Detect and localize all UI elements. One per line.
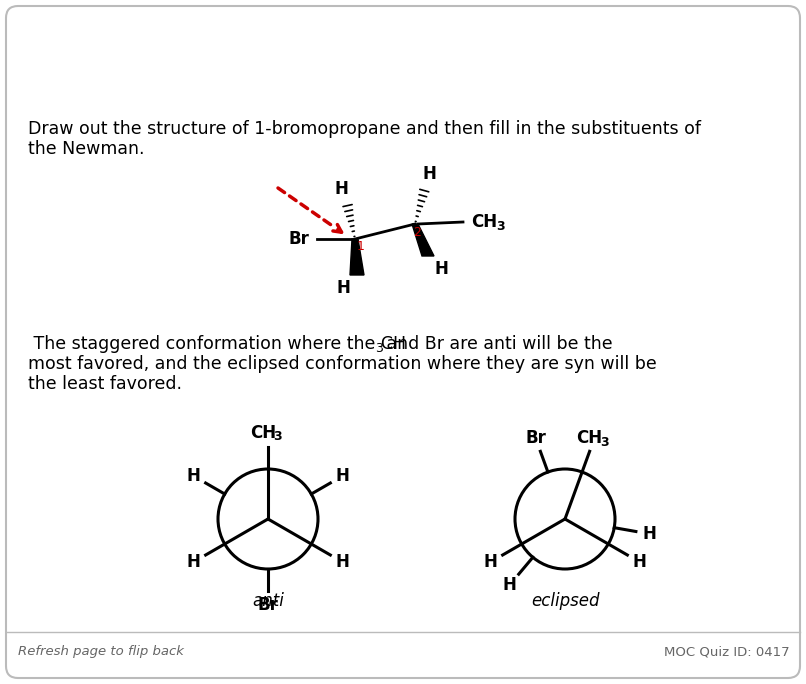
Text: Br: Br — [289, 230, 310, 248]
Text: 3: 3 — [496, 220, 505, 233]
Text: H: H — [434, 260, 448, 278]
Text: Br: Br — [258, 596, 278, 614]
Text: The staggered conformation where the CH: The staggered conformation where the CH — [28, 335, 406, 353]
Text: H: H — [642, 525, 657, 543]
Text: H: H — [335, 467, 350, 485]
Text: 1: 1 — [357, 241, 365, 254]
Text: CH: CH — [576, 429, 602, 447]
Text: Refresh page to flip back: Refresh page to flip back — [18, 646, 184, 659]
Text: the Newman.: the Newman. — [28, 140, 144, 158]
Text: H: H — [484, 553, 497, 571]
Text: Draw out the structure of 1-bromopropane and then fill in the substituents of: Draw out the structure of 1-bromopropane… — [28, 120, 701, 138]
Text: 3: 3 — [375, 343, 383, 356]
Text: H: H — [334, 180, 348, 198]
Text: 3: 3 — [274, 430, 282, 443]
Text: CH: CH — [250, 424, 276, 442]
Text: H: H — [336, 279, 350, 297]
Text: 3: 3 — [600, 436, 609, 449]
Text: CH: CH — [471, 213, 497, 231]
Polygon shape — [350, 239, 364, 275]
Polygon shape — [412, 224, 434, 256]
Text: Br: Br — [526, 429, 546, 447]
Text: eclipsed: eclipsed — [530, 592, 599, 610]
Text: H: H — [186, 467, 201, 485]
FancyBboxPatch shape — [6, 6, 800, 678]
Text: MOC Quiz ID: 0417: MOC Quiz ID: 0417 — [664, 646, 790, 659]
Text: H: H — [633, 553, 646, 571]
Text: anti: anti — [252, 592, 284, 610]
Text: H: H — [335, 553, 350, 571]
Text: most favored, and the eclipsed conformation where they are syn will be: most favored, and the eclipsed conformat… — [28, 355, 657, 373]
Text: H: H — [422, 165, 436, 183]
Text: and Br are anti will be the: and Br are anti will be the — [381, 335, 613, 353]
Text: H: H — [503, 576, 517, 594]
Text: the least favored.: the least favored. — [28, 375, 182, 393]
Text: 2: 2 — [413, 226, 421, 239]
Text: H: H — [186, 553, 201, 571]
